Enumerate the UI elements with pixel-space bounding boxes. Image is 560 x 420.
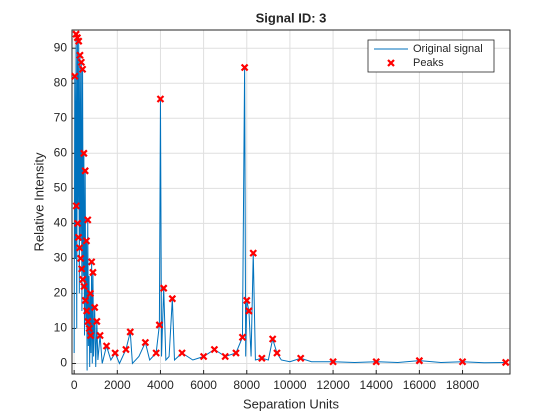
legend-label: Peaks xyxy=(413,57,444,69)
peak-marker xyxy=(79,275,87,284)
peak-marker xyxy=(86,331,95,340)
x-tick-label: 2000 xyxy=(104,378,131,392)
y-tick-label: 40 xyxy=(54,216,68,230)
peak-marker xyxy=(245,307,253,315)
peak-marker xyxy=(72,202,81,210)
y-tick-label: 20 xyxy=(54,286,68,300)
peak-marker xyxy=(199,352,208,361)
peak-marker xyxy=(415,356,424,365)
y-tick-label: 80 xyxy=(54,75,68,89)
peak-marker xyxy=(210,345,219,354)
signal-line xyxy=(73,34,506,371)
peak-marker xyxy=(87,258,96,266)
peak-marker xyxy=(141,338,150,347)
peak-marker xyxy=(96,331,104,340)
peak-marker xyxy=(268,335,277,343)
x-tick-label: 12000 xyxy=(316,378,350,392)
peak-marker xyxy=(238,333,247,341)
peak-marker xyxy=(126,328,135,336)
legend-marker xyxy=(387,59,395,67)
x-tick-label: 18000 xyxy=(446,378,480,392)
peak-marker xyxy=(242,296,251,305)
y-tick-label: 90 xyxy=(54,40,68,54)
x-tick-label: 4000 xyxy=(147,378,174,392)
peak-marker xyxy=(85,324,94,333)
peak-marker xyxy=(76,254,85,263)
peak-marker xyxy=(78,65,87,74)
peak-marker xyxy=(329,357,337,366)
chart-title: Signal ID: 3 xyxy=(256,10,327,25)
peak-marker xyxy=(76,51,84,59)
y-tick-label: 60 xyxy=(54,145,68,159)
peak-marker xyxy=(296,354,305,363)
x-tick-label: 0 xyxy=(71,378,78,392)
peak-marker xyxy=(89,268,97,277)
peak-marker xyxy=(90,303,99,312)
peak-marker xyxy=(168,294,177,303)
peak-marker xyxy=(93,317,101,326)
x-tick-label: 14000 xyxy=(360,378,394,392)
peak-marker xyxy=(74,37,83,45)
peak-marker xyxy=(240,63,249,72)
peak-marker xyxy=(249,249,258,257)
y-tick-label: 70 xyxy=(54,110,68,124)
peak-marker xyxy=(74,233,83,242)
peak-marker xyxy=(458,357,467,366)
peak-marker xyxy=(159,284,168,292)
peak-marker xyxy=(77,265,86,273)
y-tick-label: 10 xyxy=(54,321,68,335)
peak-marker xyxy=(83,216,92,224)
peak-marker xyxy=(501,358,510,367)
y-axis-label: Relative Intensity xyxy=(31,152,46,251)
legend-label: Original signal xyxy=(413,43,483,55)
peak-marker xyxy=(81,296,90,305)
peak-marker xyxy=(178,349,186,357)
peak-marker xyxy=(152,349,160,357)
peak-marker xyxy=(73,219,82,228)
peak-marker xyxy=(221,352,229,361)
peak-marker xyxy=(80,149,88,158)
plot-frame xyxy=(71,29,511,375)
peak-marker xyxy=(71,72,79,81)
y-tick-label: 0 xyxy=(60,356,67,370)
x-tick-label: 8000 xyxy=(233,378,260,392)
peak-marker xyxy=(111,349,119,357)
legend-box xyxy=(367,39,495,73)
x-axis-label: Separation Units xyxy=(243,396,340,411)
peak-marker xyxy=(84,317,92,326)
peak-marker xyxy=(86,289,95,298)
peak-marker xyxy=(232,349,240,357)
peak-marker xyxy=(81,167,89,175)
peak-marker xyxy=(122,345,130,354)
peak-marker xyxy=(273,349,281,357)
y-tick-label: 30 xyxy=(54,251,68,265)
peak-marker xyxy=(82,237,91,245)
x-tick-label: 16000 xyxy=(403,378,437,392)
peak-marker xyxy=(372,357,381,366)
peak-marker xyxy=(102,342,111,350)
peak-marker xyxy=(155,321,164,329)
y-tick-label: 50 xyxy=(54,181,68,195)
peak-marker xyxy=(156,95,165,103)
peak-marker xyxy=(75,244,84,252)
peak-marker xyxy=(82,307,91,315)
peak-marker xyxy=(258,354,266,363)
x-tick-label: 6000 xyxy=(190,378,217,392)
x-tick-label: 10000 xyxy=(273,378,307,392)
peak-marker xyxy=(80,282,88,291)
peak-marker xyxy=(77,58,86,67)
